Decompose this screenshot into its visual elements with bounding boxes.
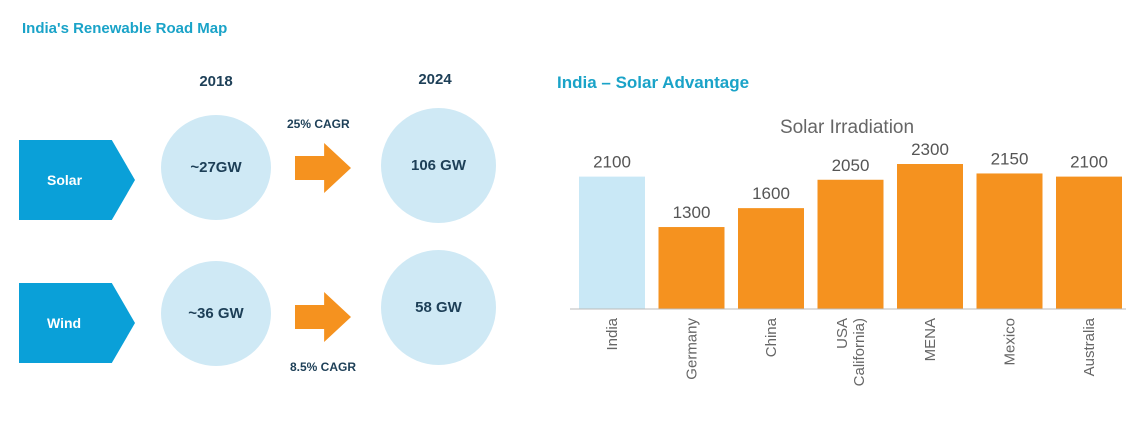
category-tick-label: India xyxy=(604,317,621,350)
category-tick-label: Germany xyxy=(684,318,701,380)
solar-cagr-label: 25% CAGR xyxy=(287,117,350,131)
solar-2024-bubble: 106 GW xyxy=(381,108,496,223)
solar-chevron: Solar xyxy=(19,140,135,220)
category-tick-label: Mexico xyxy=(1002,318,1019,366)
bar-usa-california xyxy=(817,179,884,309)
wind-cagr-label: 8.5% CAGR xyxy=(290,360,357,374)
wind-chevron: Wind xyxy=(19,283,135,363)
category-tick-label: MENA xyxy=(922,318,939,361)
year-start-label: 2018 xyxy=(199,73,233,90)
bar-germany xyxy=(658,227,725,309)
solar-irradiation-chart: Solar Irradiation 2100 India 1300 Germany 16… xyxy=(570,117,1126,386)
solar-advantage-title: India – Solar Advantage xyxy=(557,73,750,92)
bar-mena xyxy=(897,164,963,309)
bar-value-label: 1300 xyxy=(673,203,711,222)
wind-label: Wind xyxy=(47,315,82,331)
bar-value-label: 2150 xyxy=(991,149,1029,168)
bar-mexico xyxy=(976,173,1043,309)
bar-value-label: 2300 xyxy=(911,140,949,159)
bar-china xyxy=(738,208,804,309)
bar-value-label: 2100 xyxy=(1070,153,1108,172)
wind-2024-bubble: 58 GW xyxy=(381,250,496,365)
wind-growth-arrow-icon xyxy=(295,292,351,342)
wind-2018-bubble: ~36 GW xyxy=(161,261,271,366)
bar-value-label: 1600 xyxy=(752,184,790,203)
solar-2024-value: 106 GW xyxy=(410,157,467,174)
bar-value-label: 2050 xyxy=(832,156,870,175)
category-tick-label: Australia xyxy=(1081,317,1098,376)
category-tick-label: China xyxy=(763,317,780,357)
wind-2018-value: ~36 GW xyxy=(188,305,244,322)
bar-australia xyxy=(1056,176,1122,309)
category-tick-label: USACalifornia) xyxy=(834,318,868,386)
solar-growth-arrow-icon xyxy=(295,143,351,193)
year-end-label: 2024 xyxy=(418,71,452,88)
solar-2018-bubble: ~27GW xyxy=(161,115,271,220)
wind-2024-value: 58 GW xyxy=(415,299,462,316)
solar-2018-value: ~27GW xyxy=(190,159,242,176)
bar-india xyxy=(579,176,645,309)
roadmap-title: India's Renewable Road Map xyxy=(22,20,228,37)
bar-value-label: 2100 xyxy=(593,153,631,172)
chart-title: Solar Irradiation xyxy=(780,117,914,138)
solar-label: Solar xyxy=(47,172,83,188)
